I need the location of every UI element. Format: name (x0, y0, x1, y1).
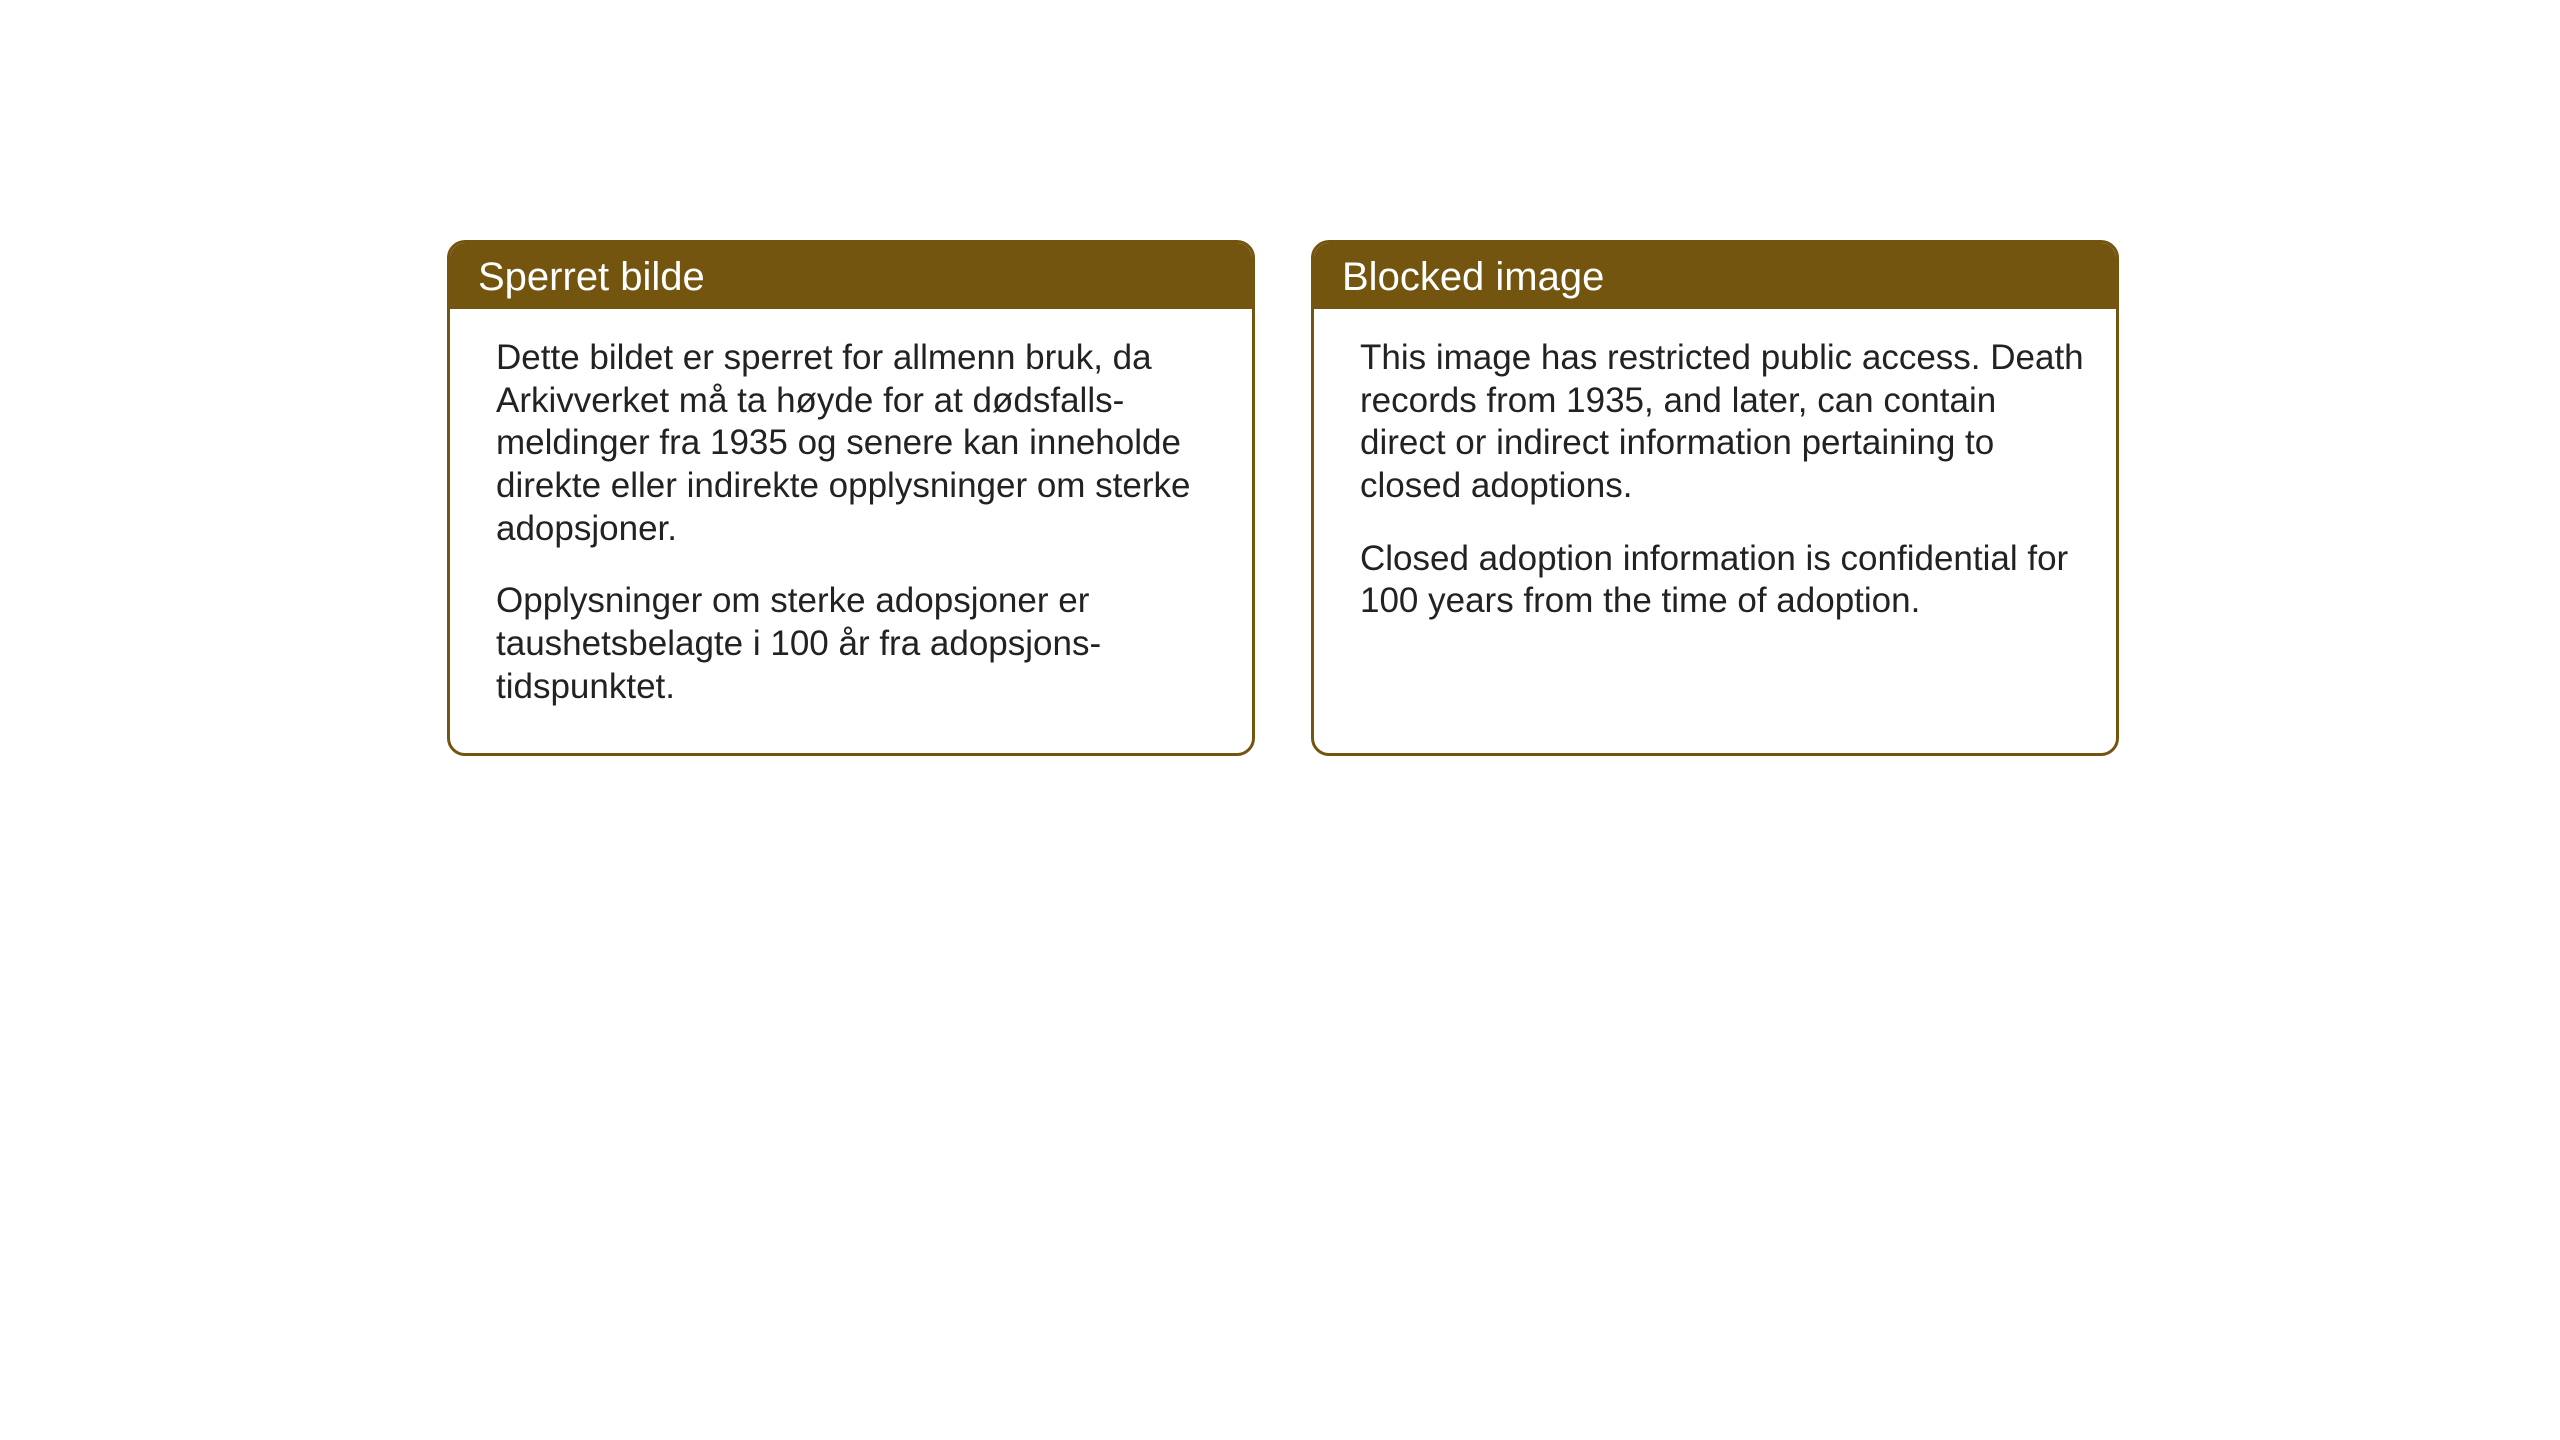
notice-body-norwegian: Dette bildet er sperret for allmenn bruk… (450, 309, 1252, 753)
notice-card-norwegian: Sperret bilde Dette bildet er sperret fo… (447, 240, 1255, 756)
notice-title-norwegian: Sperret bilde (450, 243, 1252, 309)
notice-paragraph: Dette bildet er sperret for allmenn bruk… (496, 337, 1224, 550)
notice-paragraph: Opplysninger om sterke adopsjoner er tau… (496, 580, 1224, 708)
notice-title-english: Blocked image (1314, 243, 2116, 309)
notice-paragraph: This image has restricted public access.… (1360, 337, 2088, 508)
notice-card-english: Blocked image This image has restricted … (1311, 240, 2119, 756)
notice-paragraph: Closed adoption information is confident… (1360, 538, 2088, 623)
notice-body-english: This image has restricted public access.… (1314, 309, 2116, 667)
notice-container: Sperret bilde Dette bildet er sperret fo… (447, 240, 2119, 756)
